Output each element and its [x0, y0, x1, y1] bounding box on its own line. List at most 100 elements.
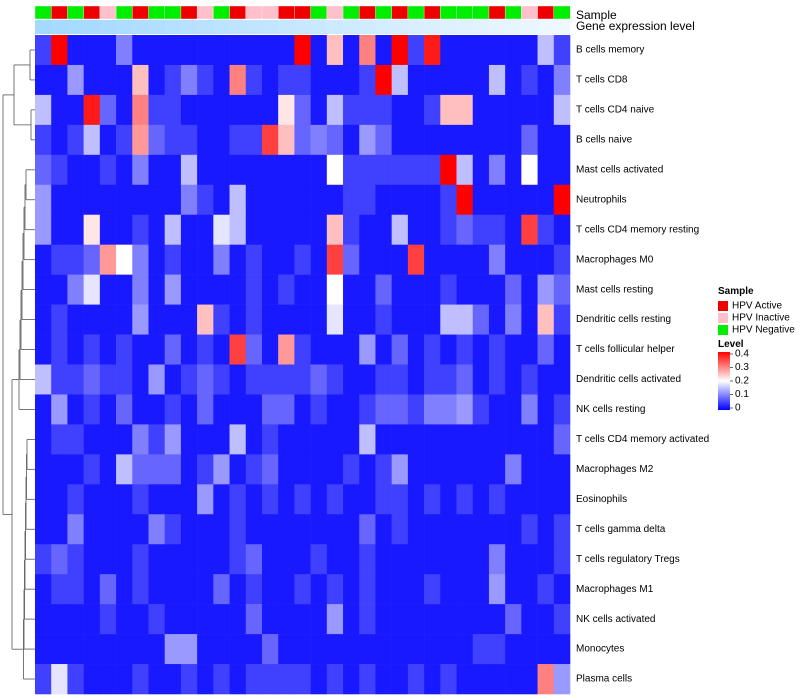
heatmap-cell	[553, 604, 571, 635]
gene-expression-annotation-label: Gene expression level	[576, 19, 695, 33]
heatmap-cell	[294, 184, 311, 216]
heatmap-cell	[326, 154, 344, 186]
heatmap-cell	[488, 394, 506, 425]
heatmap-cell	[278, 94, 295, 126]
heatmap-cell	[424, 94, 441, 126]
heatmap-cell	[116, 184, 133, 216]
heatmap-cell	[180, 244, 198, 275]
heatmap-cell	[261, 244, 279, 275]
heatmap-cell	[294, 124, 311, 156]
heatmap-cell	[375, 304, 392, 335]
heatmap-cell	[424, 574, 441, 605]
heatmap-cell	[391, 124, 409, 156]
heatmap-cell	[456, 664, 474, 695]
heatmap-cell	[343, 604, 360, 635]
heatmap-cell	[440, 574, 457, 605]
heatmap-cell	[261, 484, 279, 515]
heatmap-cell	[375, 364, 392, 395]
heatmap-cell	[164, 514, 182, 545]
heatmap-cell	[132, 94, 149, 126]
heatmap-cell	[278, 574, 295, 605]
heatmap-cell	[180, 124, 198, 156]
heatmap-cell	[116, 35, 133, 66]
heatmap-cell	[132, 334, 149, 365]
heatmap-cell	[375, 664, 392, 695]
heatmap-cell	[164, 35, 182, 66]
heatmap-cell	[553, 334, 571, 365]
heatmap-cell	[440, 304, 457, 335]
heatmap-cell	[148, 154, 165, 186]
gene-expression-cell	[391, 20, 409, 34]
heatmap-cell	[359, 634, 376, 665]
heatmap-cell	[99, 274, 117, 305]
sample-annotation-cell	[180, 5, 198, 20]
heatmap-cell	[278, 304, 295, 335]
level-tick-label: 0.3	[735, 362, 749, 373]
heatmap-cell	[456, 154, 474, 186]
sample-legend-swatch	[718, 325, 728, 335]
row-label: Dendritic cells activated	[576, 374, 681, 385]
heatmap-cell	[35, 544, 52, 575]
heatmap-cell	[488, 634, 506, 665]
heatmap-cell	[407, 484, 425, 515]
heatmap-cell	[116, 394, 133, 425]
heatmap-cell	[213, 364, 230, 395]
heatmap-cell	[424, 154, 441, 186]
heatmap-cell	[164, 184, 182, 216]
heatmap-cell	[440, 184, 457, 216]
heatmap-cell	[213, 184, 230, 216]
heatmap-cell	[83, 424, 101, 455]
heatmap-cell	[326, 304, 344, 335]
heatmap-cell	[278, 64, 295, 96]
heatmap-cell	[375, 124, 392, 156]
heatmap-cell	[51, 154, 68, 186]
heatmap-cell	[99, 604, 117, 635]
heatmap-cell	[326, 124, 344, 156]
heatmap-cell	[148, 304, 165, 335]
heatmap-cell	[505, 484, 522, 515]
sample-annotation-cell	[34, 5, 52, 20]
heatmap-cell	[537, 484, 555, 515]
sample-annotation-cell	[294, 5, 312, 20]
heatmap-cell	[35, 124, 52, 156]
heatmap-cell	[343, 304, 360, 335]
heatmap-cell	[261, 664, 279, 695]
heatmap-cell	[229, 484, 247, 515]
heatmap-cell	[391, 454, 409, 485]
heatmap-cell	[343, 64, 360, 96]
heatmap-cell	[407, 184, 425, 216]
heatmap-cell	[375, 274, 392, 305]
heatmap-cell	[99, 94, 117, 126]
heatmap-cell	[456, 364, 474, 395]
heatmap-cell	[440, 64, 457, 96]
heatmap-cell	[278, 154, 295, 186]
heatmap-cell	[197, 184, 214, 216]
heatmap-cell	[537, 244, 555, 275]
heatmap-cell	[278, 664, 295, 695]
sample-annotation-cell	[213, 5, 231, 20]
heatmap-cell	[456, 394, 474, 425]
heatmap-cell	[537, 35, 555, 66]
sample-legend-swatch	[718, 313, 728, 323]
heatmap-cell	[148, 454, 165, 485]
heatmap-cell	[359, 64, 376, 96]
heatmap-cell	[553, 664, 571, 695]
heatmap-cell	[229, 124, 247, 156]
heatmap-cell	[521, 64, 538, 96]
heatmap-cell	[359, 544, 376, 575]
heatmap-cell	[375, 35, 392, 66]
heatmap-cell	[132, 574, 149, 605]
heatmap-cell	[424, 274, 441, 305]
heatmap-cell	[424, 424, 441, 455]
heatmap-cell	[553, 544, 571, 575]
heatmap-cell	[294, 94, 311, 126]
gene-expression-cell	[553, 20, 571, 34]
heatmap-cell	[51, 304, 68, 335]
gene-expression-cell	[310, 20, 328, 34]
heatmap-cell	[116, 214, 133, 245]
heatmap-cell	[197, 64, 214, 96]
heatmap-cell	[180, 274, 198, 305]
heatmap-cell	[278, 454, 295, 485]
heatmap-cell	[261, 604, 279, 635]
level-tick-label: 0.1	[735, 389, 749, 400]
